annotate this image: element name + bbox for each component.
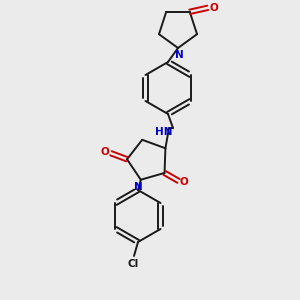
Text: O: O [210,3,218,13]
Text: HN: HN [155,127,172,137]
Text: O: O [179,177,188,187]
Text: N: N [175,50,183,60]
Text: O: O [100,147,109,157]
Text: N: N [134,182,143,192]
Text: Cl: Cl [128,259,139,269]
